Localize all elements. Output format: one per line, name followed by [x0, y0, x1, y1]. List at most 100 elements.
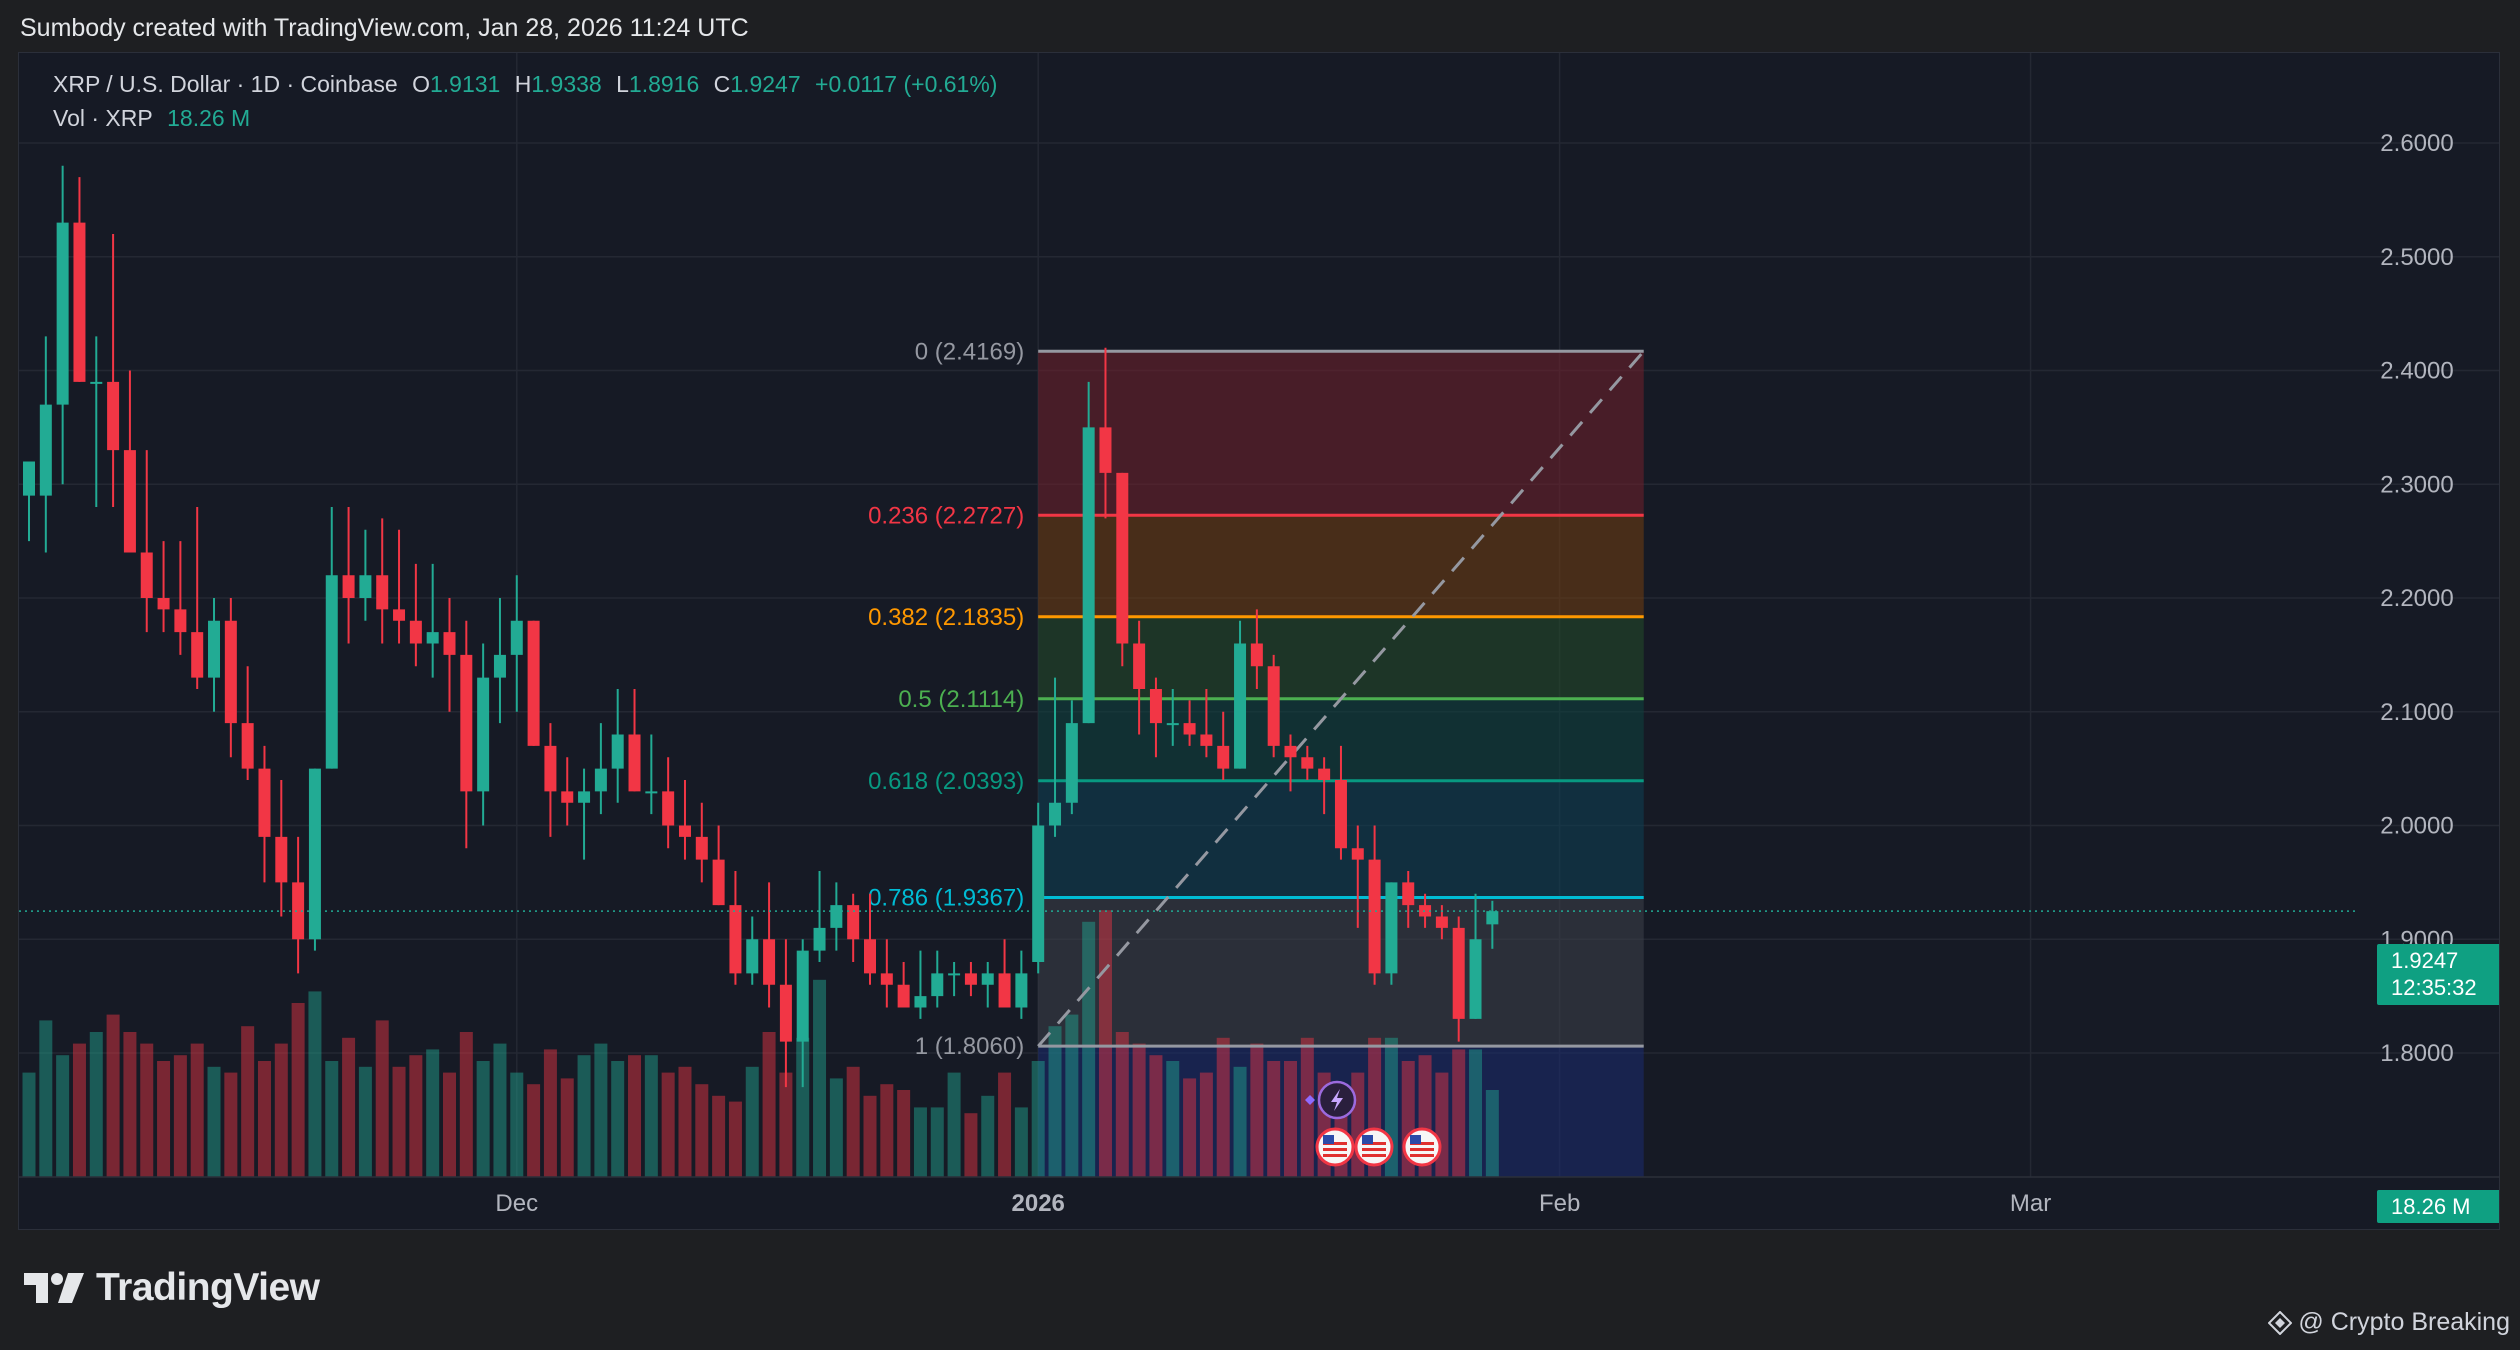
candle-body: [208, 620, 221, 678]
candle-body: [796, 950, 809, 1042]
candle-body: [409, 620, 422, 644]
y-tick-label: 2.1000: [2380, 699, 2453, 726]
candle-body: [1200, 734, 1213, 746]
volume-bar: [695, 1084, 709, 1177]
candlestick-chart[interactable]: 0 (2.4169) 0.236 (2.2727) 0.382 (2.1835) 0.…: [19, 53, 2500, 1230]
lightning-glyph: [1331, 1089, 1343, 1111]
candle-body: [594, 768, 607, 792]
volume-bar: [39, 1020, 53, 1177]
us-flag-event-icon[interactable]: [1354, 1127, 1394, 1167]
candle-body: [191, 632, 204, 678]
fib-level-label: 0.786 (1.9367): [868, 885, 1024, 912]
symbol-legend: XRP / U.S. Dollar · 1D · Coinbase O1.913…: [53, 71, 1005, 98]
y-tick-label: 2.6000: [2380, 130, 2453, 157]
candle-body: [779, 984, 792, 1042]
volume-bar: [342, 1037, 356, 1177]
volume-bar: [543, 1049, 557, 1177]
volume-bar: [274, 1043, 288, 1177]
volume-bar: [779, 1072, 793, 1177]
volume-bar: [224, 1072, 238, 1177]
volume-bar: [981, 1095, 995, 1177]
volume-bar: [1183, 1078, 1197, 1177]
high-value: 1.9338: [531, 71, 602, 97]
tradingview-logo[interactable]: TradingView: [24, 1266, 320, 1310]
volume-bar: [459, 1032, 473, 1177]
candle-body: [864, 939, 876, 974]
volume-bar: [72, 1043, 86, 1177]
volume-bar: [392, 1066, 406, 1177]
candle-body: [813, 927, 826, 951]
flag-stripe: [1362, 1154, 1386, 1157]
volume-bar: [628, 1055, 642, 1177]
chart-panel[interactable]: 0 (2.4169) 0.236 (2.2727) 0.382 (2.1835) 0.…: [18, 52, 2500, 1230]
volume-bar: [930, 1107, 944, 1177]
candle-body: [56, 222, 69, 405]
candle-body: [342, 575, 355, 598]
candle-body: [931, 973, 944, 997]
candle-body: [1133, 643, 1146, 689]
fib-trend-line: [1037, 350, 1645, 1048]
candle-body: [90, 381, 103, 384]
watermark-text: @ Crypto Breaking: [2298, 1308, 2510, 1336]
volume-bar: [880, 1084, 894, 1177]
candle-body: [964, 973, 977, 985]
candle-body: [1301, 757, 1314, 769]
candle-body: [1334, 780, 1347, 849]
fib-zone: [1038, 616, 1644, 699]
volume-bar: [1485, 1090, 1499, 1177]
fib-zone: [1038, 515, 1644, 617]
candle-body: [897, 984, 910, 1008]
candle-body: [1049, 802, 1062, 826]
candle-body: [914, 996, 927, 1008]
volume-bar: [375, 1020, 389, 1177]
fib-level-label: 0.618 (2.0393): [868, 768, 1024, 795]
candle-body: [678, 825, 691, 837]
flag-stripe: [1410, 1148, 1434, 1151]
candle-body: [1419, 905, 1432, 917]
flag-stripe: [1323, 1148, 1347, 1151]
candle-body: [998, 973, 1011, 1008]
y-tick-label: 2.4000: [2380, 358, 2453, 385]
volume-bar: [190, 1043, 204, 1177]
volume-bar: [123, 1032, 137, 1177]
candle-body: [460, 654, 473, 792]
candle-body: [645, 791, 658, 794]
volume-bar: [493, 1043, 507, 1177]
sparkle-icon: [1305, 1095, 1315, 1105]
flag-ring: [1402, 1127, 1442, 1167]
us-flag-event-icon[interactable]: [1402, 1127, 1442, 1167]
candle-body: [1183, 723, 1196, 735]
candle-body: [527, 620, 540, 746]
volume-bar: [89, 1032, 103, 1177]
volume-bar: [1149, 1055, 1163, 1177]
last-price-tag: 1.9247 12:35:32: [2377, 944, 2499, 1005]
volume-bar: [527, 1084, 541, 1177]
candle-body: [39, 404, 52, 496]
volume-bar: [409, 1055, 423, 1177]
low-value: 1.8916: [628, 71, 700, 97]
candle-body: [729, 905, 742, 974]
fib-level-label: 0 (2.4169): [915, 338, 1024, 365]
candle-body: [1267, 666, 1280, 746]
volume-bar: [1048, 1026, 1062, 1177]
volume-bar: [678, 1066, 692, 1177]
volume-bar: [829, 1078, 843, 1177]
candle-body: [1082, 427, 1095, 724]
candle-body: [1368, 859, 1381, 974]
open-value: 1.9131: [429, 71, 501, 97]
candle-body: [157, 598, 170, 610]
volume-bar: [611, 1061, 625, 1177]
candle-body: [712, 859, 725, 906]
candle-body: [561, 791, 574, 803]
y-tick-label: 2.3000: [2380, 471, 2453, 498]
candle-body: [241, 723, 254, 769]
watermark: @ Crypto Breaking: [2268, 1308, 2510, 1337]
us-flag-event-icon[interactable]: [1315, 1127, 1355, 1167]
y-tick-label: 2.2000: [2380, 585, 2453, 612]
candle-body: [140, 552, 153, 598]
symbol-title: XRP / U.S. Dollar · 1D · Coinbase: [53, 71, 398, 97]
lightning-event-icon[interactable]: [1305, 1080, 1357, 1120]
flag-canton: [1362, 1135, 1373, 1144]
flag-ring: [1354, 1127, 1394, 1167]
volume-bar: [106, 1014, 120, 1177]
